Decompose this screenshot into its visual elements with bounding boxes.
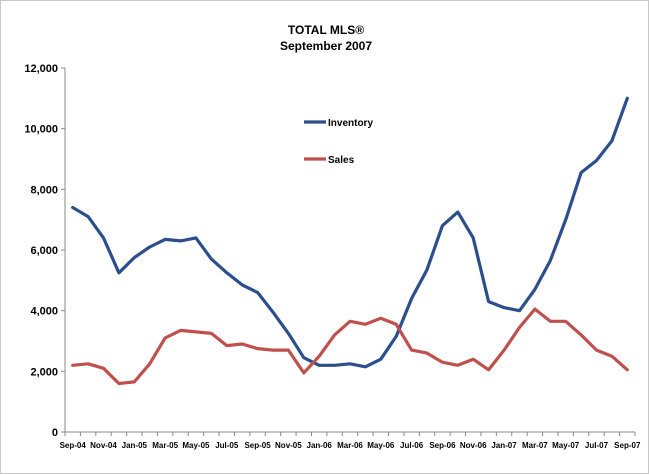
chart-subtitle: September 2007 [280, 39, 372, 53]
series-layer [71, 96, 629, 386]
y-tick-label: 12,000 [24, 63, 58, 75]
x-tick-label: Mar-06 [337, 441, 363, 450]
x-tick-label: Jan-05 [122, 441, 148, 450]
y-tick-label: 0 [52, 427, 58, 439]
x-tick-label: Sep-07 [614, 441, 641, 450]
x-tick-label: May-05 [182, 441, 210, 450]
x-tick-label: Jul-07 [585, 441, 609, 450]
x-tick-label: Jul-06 [400, 441, 424, 450]
y-tick-label: 2,000 [30, 366, 58, 378]
x-tick-label: Sep-04 [60, 441, 87, 450]
x-tick-label: Jan-07 [491, 441, 517, 450]
y-tick-label: 10,000 [24, 124, 58, 136]
y-tick-label: 4,000 [30, 306, 58, 318]
x-tick-label: Jan-06 [307, 441, 333, 450]
x-tick-label: Nov-06 [460, 441, 487, 450]
chart-title: TOTAL MLS® [288, 23, 364, 37]
series-line-inventory [71, 96, 629, 369]
legend: Inventory Sales [304, 118, 373, 166]
y-tick-label: 6,000 [30, 245, 58, 257]
x-tick-label: Sep-06 [429, 441, 456, 450]
x-tick-label: Nov-05 [275, 441, 302, 450]
x-tick-label: May-06 [367, 441, 395, 450]
series-line-sales [71, 307, 629, 386]
x-tick-label: Nov-04 [90, 441, 117, 450]
x-tick-label: Sep-05 [244, 441, 271, 450]
x-tick-label: Mar-05 [152, 441, 178, 450]
legend-label-inventory: Inventory [328, 118, 373, 129]
x-tick-label: Jul-05 [215, 441, 239, 450]
x-tick-label: Mar-07 [522, 441, 548, 450]
legend-label-sales: Sales [328, 155, 355, 166]
y-tick-label: 8,000 [30, 184, 58, 196]
x-tick-label: May-07 [552, 441, 580, 450]
